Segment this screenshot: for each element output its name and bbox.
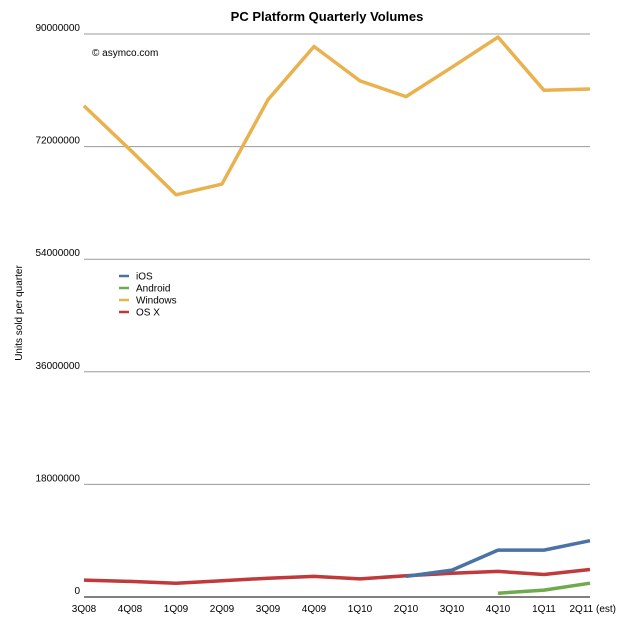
y-tick-label-1: 18000000 <box>36 473 81 484</box>
series-line-windows <box>82 35 591 197</box>
x-tick-label-1: 4Q08 <box>118 604 143 615</box>
x-tick-label-2: 1Q09 <box>164 604 189 615</box>
x-tick-label-4: 3Q09 <box>256 604 281 615</box>
series-line-ios <box>405 538 591 579</box>
y-axis-label: Units sold per quarter <box>14 265 25 361</box>
x-tick-label-9: 4Q10 <box>486 604 511 615</box>
legend-label-0: iOS <box>136 272 153 283</box>
x-tick-label-7: 2Q10 <box>394 604 419 615</box>
y-tick-label-2: 36000000 <box>36 361 81 372</box>
series-line-os-x <box>83 567 591 585</box>
chart-title: PC Platform Quarterly Volumes <box>231 9 424 24</box>
y-tick-label-4: 72000000 <box>36 136 81 147</box>
grid-lines <box>84 33 590 485</box>
x-tick-label-11: 2Q11 (est) <box>570 604 617 615</box>
x-tick-label-0: 3Q08 <box>72 604 97 615</box>
series-line-android <box>497 581 591 595</box>
y-tick-labels: 0 18000000 36000000 54000000 72000000 9000000… <box>36 23 81 597</box>
y-tick-label-3: 54000000 <box>36 248 81 259</box>
x-tick-label-10: 1Q11 <box>532 604 556 615</box>
x-tick-label-5: 4Q09 <box>302 604 327 615</box>
legend-label-2: Windows <box>136 296 177 307</box>
y-tick-label-5: 90000000 <box>36 23 81 34</box>
legend-label-3: OS X <box>136 308 160 319</box>
series-lines <box>82 35 591 595</box>
x-tick-label-8: 3Q10 <box>440 604 465 615</box>
copyright-annotation: © asymco.com <box>92 48 158 59</box>
x-tick-label-6: 1Q10 <box>348 604 373 615</box>
x-tick-labels: 3Q08 4Q08 1Q09 2Q09 3Q09 4Q09 1Q10 2Q10 3Q10 4Q10… <box>72 604 616 615</box>
legend-label-1: Android <box>136 284 170 295</box>
x-tick-label-3: 2Q09 <box>210 604 235 615</box>
y-tick-label-0: 0 <box>74 586 80 597</box>
